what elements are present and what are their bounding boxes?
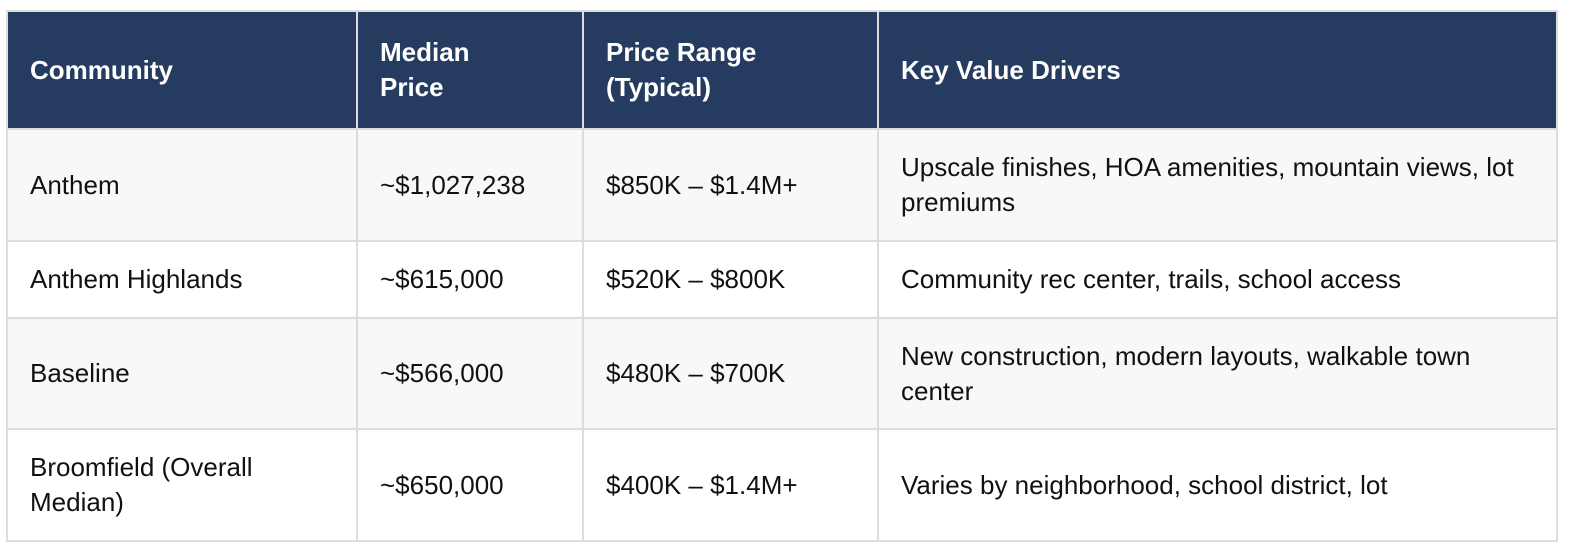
table-cell: ~$650,000 [356,428,584,542]
table-cell: Anthem [6,128,358,242]
table-cell: ~$615,000 [356,240,584,319]
table-body: Anthem ~$1,027,238 $850K – $1.4M+ Upscale f… [6,128,1558,542]
table-cell: Upscale finishes, HOA amenities, mountai… [877,128,1558,242]
column-header-text: Key Value Drivers [901,54,1121,85]
table-cell: New construction, modern layouts, walkab… [877,317,1558,430]
table-cell: $850K – $1.4M+ [582,128,879,242]
table-cell: Broomfield (Overall Median) [6,428,358,542]
column-header: Price Range (Typical) [582,10,879,130]
table-cell: $400K – $1.4M+ [582,428,879,542]
header-row: Community Median Price Price Range (Typica… [6,10,1558,130]
table-cell: Community rec center, trails, school acc… [877,240,1558,319]
table-cell: $480K – $700K [582,317,879,430]
table-row: Baseline ~$566,000 $480K – $700K New constr… [6,317,1558,430]
table-cell: ~$1,027,238 [356,128,584,242]
column-header-text: Community [30,54,173,85]
column-header-text: Median Price [380,37,470,102]
table-cell: Varies by neighborhood, school district,… [877,428,1558,542]
table-cell: Baseline [6,317,358,430]
column-header: Community [6,10,358,130]
column-header-text: Price Range (Typical) [606,37,757,102]
table-row: Broomfield (Overall Median) ~$650,000 $400… [6,428,1558,542]
column-header: Key Value Drivers [877,10,1558,130]
table-cell: Anthem Highlands [6,240,358,319]
table-cell: $520K – $800K [582,240,879,319]
data-table: Community Median Price Price Range (Typica… [6,10,1558,542]
table-row: Anthem ~$1,027,238 $850K – $1.4M+ Upscale f… [6,128,1558,242]
column-header: Median Price [356,10,584,130]
table-row: Anthem Highlands ~$615,000 $520K – $800K Co… [6,240,1558,319]
table-cell: ~$566,000 [356,317,584,430]
table-header: Community Median Price Price Range (Typica… [6,10,1558,130]
